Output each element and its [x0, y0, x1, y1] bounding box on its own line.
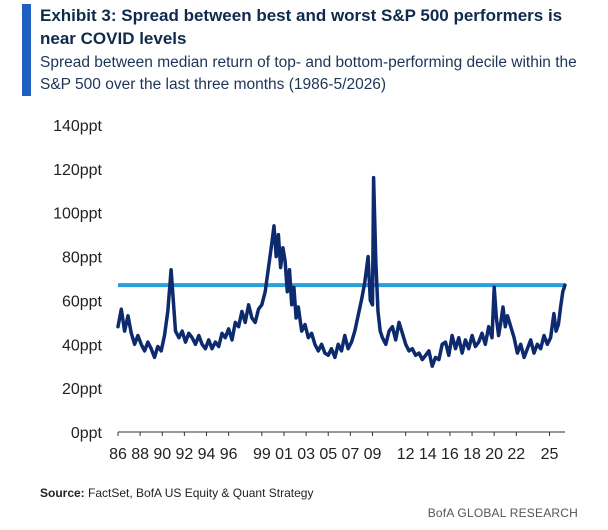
y-tick-label: 120ppt	[53, 162, 102, 179]
line-chart: 0ppt 20ppt 40ppt 60ppt 80ppt 100ppt 120ppt 140p…	[53, 118, 567, 463]
y-tick-label: 20ppt	[62, 381, 103, 398]
chart-subtitle: Spread between median return of top- and…	[40, 54, 577, 93]
x-tick-label: 96	[220, 446, 238, 463]
x-tick-label: 07	[341, 446, 359, 463]
series-line	[116, 175, 567, 368]
x-tick-label: 05	[319, 446, 337, 463]
x-tick-label: 90	[153, 446, 171, 463]
x-tick-label: 14	[419, 446, 437, 463]
chart-title: Exhibit 3: Spread between best and worst…	[40, 6, 563, 48]
source-note: Source: FactSet, BofA US Equity & Quant …	[40, 486, 313, 500]
x-tick-label: 25	[541, 446, 559, 463]
x-tick-label: 03	[297, 446, 315, 463]
y-axis: 0ppt 20ppt 40ppt 60ppt 80ppt 100ppt 120ppt 140p…	[53, 118, 102, 442]
x-axis: 86 88 90 92 94 96 99 01 03 05 07 09 12 14 16 18 20 22 25	[109, 431, 565, 463]
y-tick-label: 100ppt	[53, 206, 102, 223]
x-tick-label: 99	[253, 446, 271, 463]
y-tick-label: 0ppt	[71, 425, 103, 442]
source-label: Source:	[40, 486, 85, 500]
x-tick-label: 20	[485, 446, 503, 463]
y-tick-label: 80ppt	[62, 250, 103, 267]
x-tick-label: 12	[397, 446, 415, 463]
source-text: FactSet, BofA US Equity & Quant Strategy	[84, 486, 314, 500]
x-tick-label: 88	[131, 446, 149, 463]
accent-bar	[22, 4, 31, 96]
x-tick-label: 22	[507, 446, 525, 463]
x-tick-label: 94	[198, 446, 216, 463]
x-tick-label: 16	[441, 446, 459, 463]
y-tick-label: 140ppt	[53, 118, 102, 135]
x-tick-label: 18	[463, 446, 481, 463]
y-tick-label: 60ppt	[62, 293, 103, 310]
x-tick-label: 86	[109, 446, 127, 463]
x-tick-label: 09	[364, 446, 382, 463]
y-tick-label: 40ppt	[62, 337, 103, 354]
brand-label: BofA GLOBAL RESEARCH	[427, 506, 578, 520]
x-tick-label: 92	[175, 446, 193, 463]
x-tick-label: 01	[275, 446, 293, 463]
